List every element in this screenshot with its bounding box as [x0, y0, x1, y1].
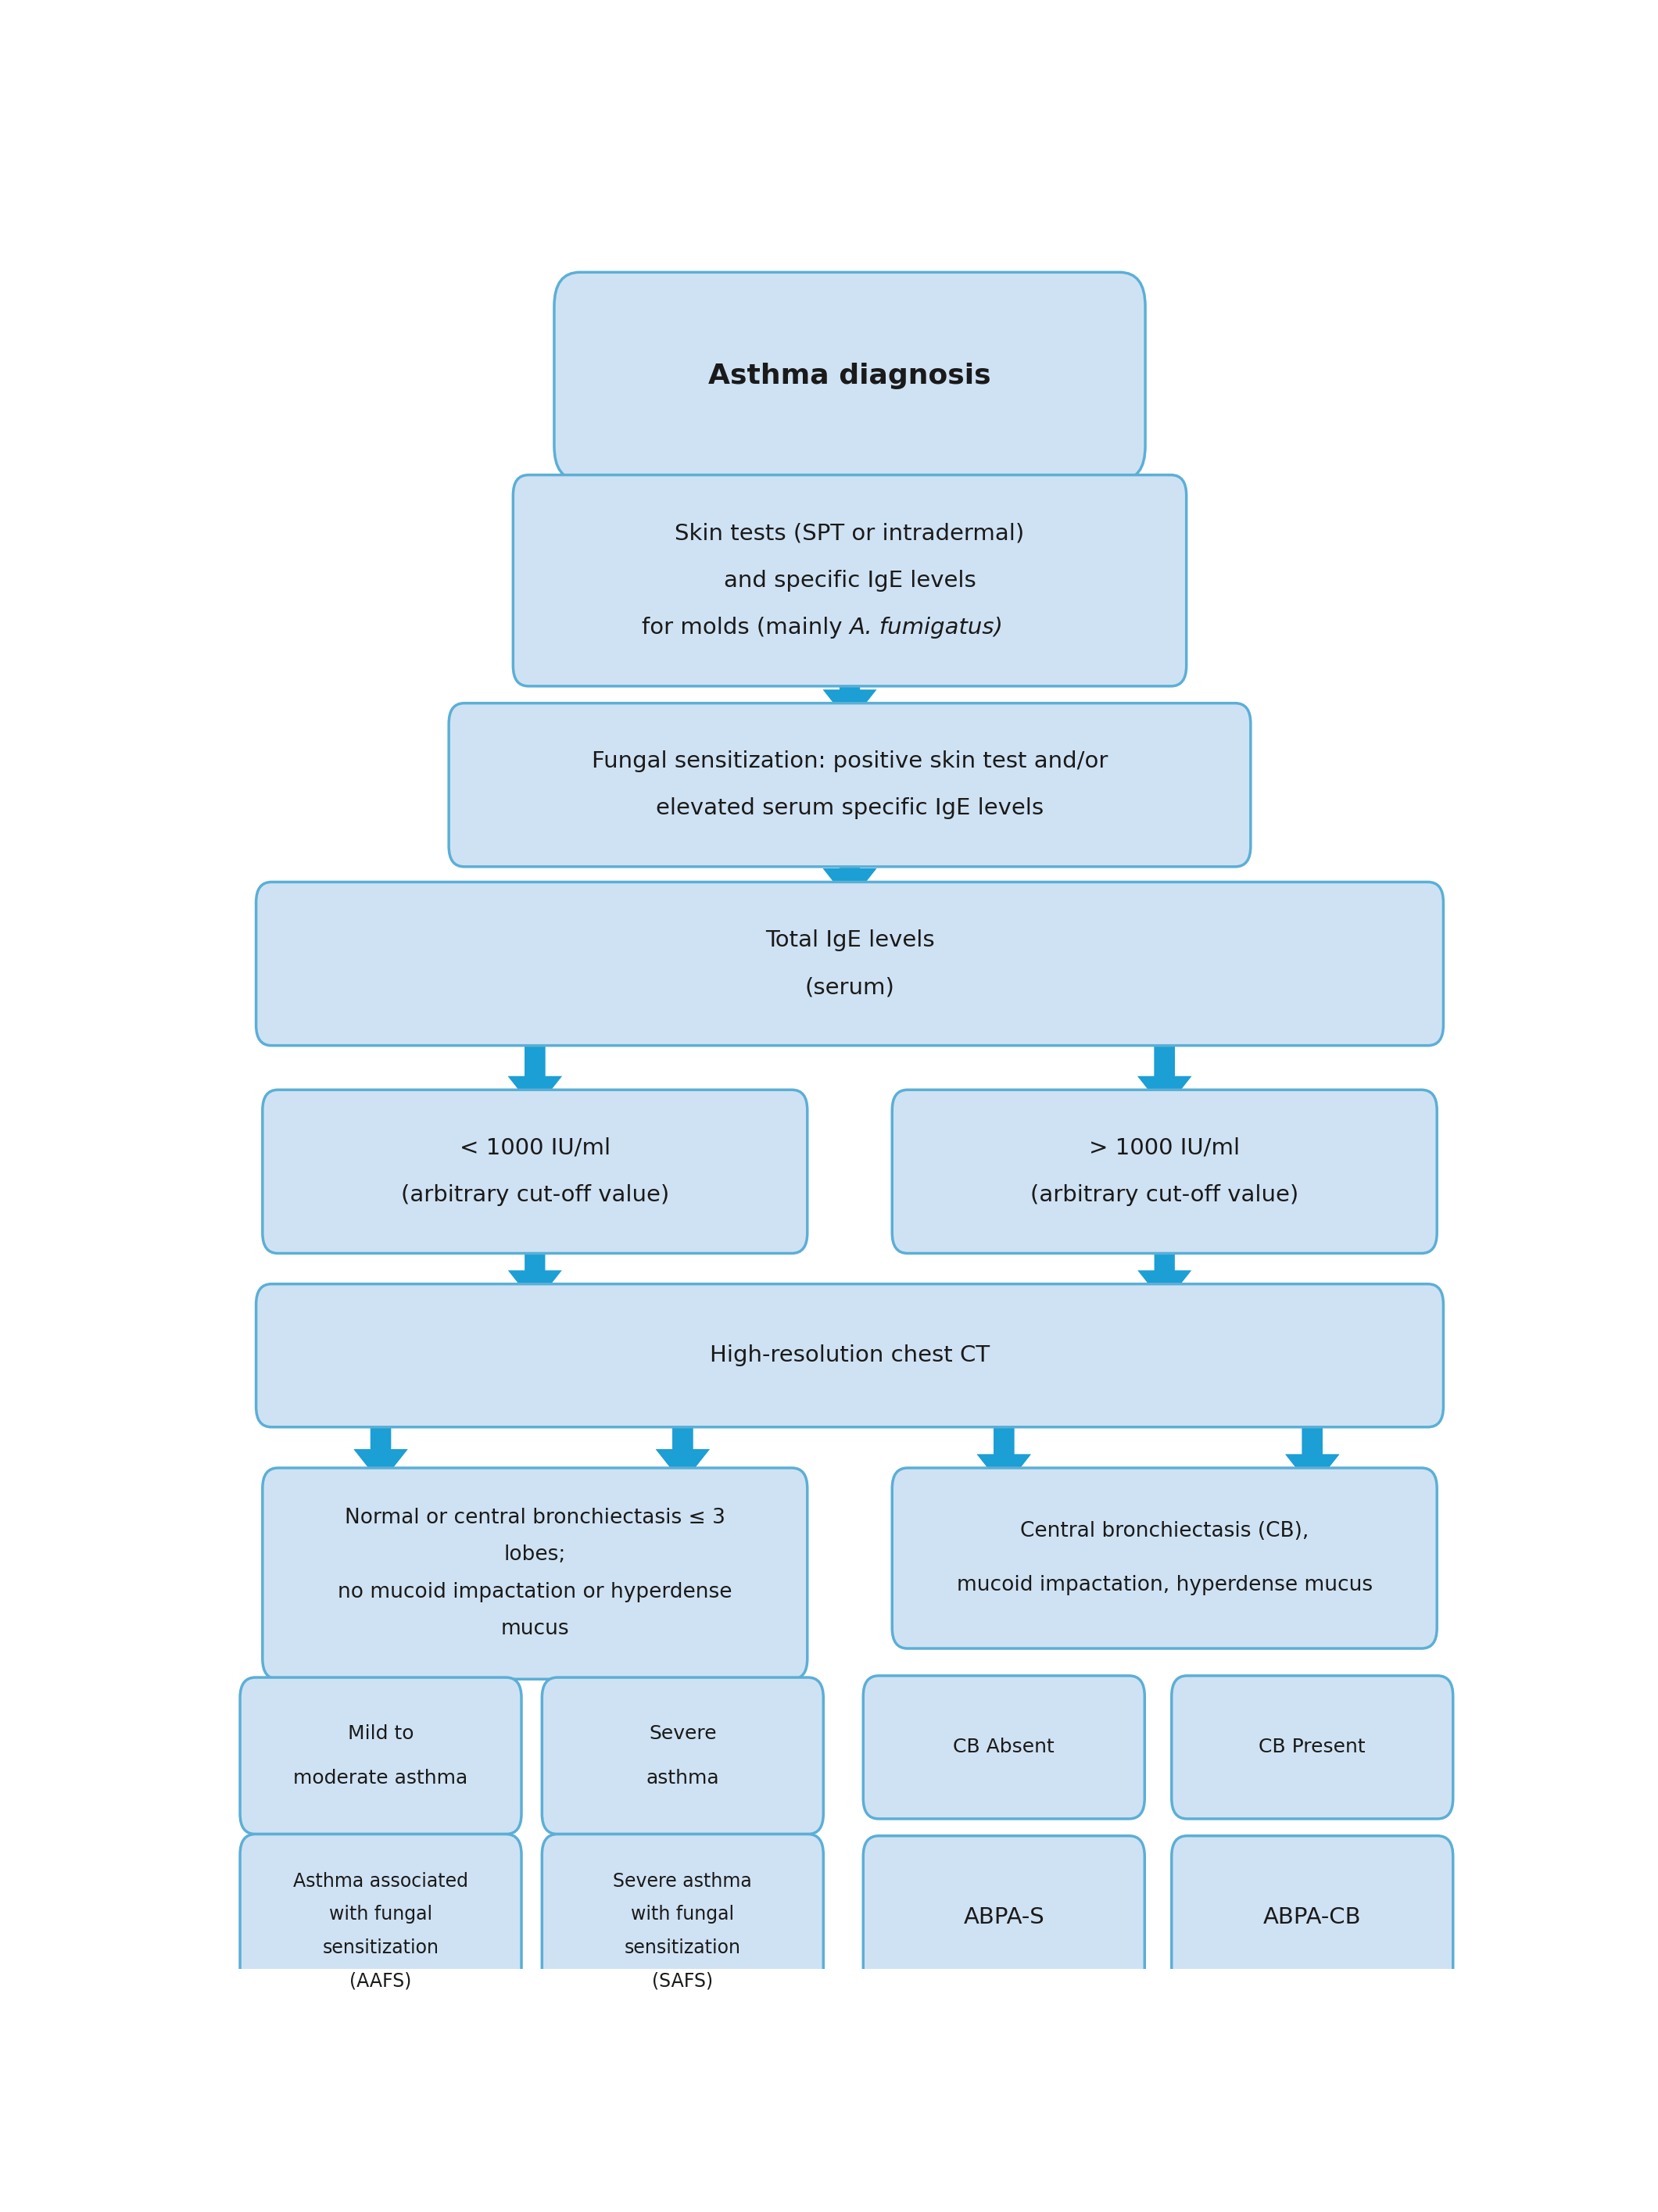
Text: (arbitrary cut-off value): (arbitrary cut-off value)	[1030, 1183, 1298, 1206]
FancyBboxPatch shape	[554, 272, 1146, 480]
Text: lobes;: lobes;	[504, 1544, 565, 1566]
Text: Severe asthma: Severe asthma	[613, 1871, 753, 1891]
FancyArrow shape	[822, 847, 877, 902]
FancyArrow shape	[353, 1699, 408, 1778]
Text: ABPA-S: ABPA-S	[963, 1907, 1045, 1929]
Text: > 1000 IU/ml: > 1000 IU/ml	[1089, 1137, 1240, 1159]
FancyArrow shape	[977, 1697, 1031, 1794]
Text: Severe: Severe	[648, 1723, 716, 1743]
FancyArrow shape	[1285, 1407, 1340, 1489]
FancyBboxPatch shape	[512, 476, 1187, 686]
FancyArrow shape	[655, 1407, 710, 1484]
Text: no mucoid impactation or hyperdense: no mucoid impactation or hyperdense	[338, 1582, 733, 1601]
Text: (arbitrary cut-off value): (arbitrary cut-off value)	[401, 1183, 670, 1206]
Text: with fungal: with fungal	[328, 1905, 433, 1924]
FancyBboxPatch shape	[449, 703, 1250, 867]
Text: (serum): (serum)	[804, 975, 895, 998]
Text: High-resolution chest CT: High-resolution chest CT	[710, 1345, 990, 1367]
Text: A. fumigatus): A. fumigatus)	[851, 617, 1003, 639]
FancyArrow shape	[822, 666, 877, 723]
Text: Total IgE levels: Total IgE levels	[764, 929, 935, 951]
Text: CB Absent: CB Absent	[953, 1739, 1054, 1756]
Text: elevated serum specific IgE levels: elevated serum specific IgE levels	[657, 799, 1043, 818]
FancyBboxPatch shape	[864, 1836, 1144, 2000]
FancyBboxPatch shape	[1172, 1836, 1452, 2000]
Text: Skin tests (SPT or intradermal): Skin tests (SPT or intradermal)	[675, 522, 1025, 544]
Text: Asthma diagnosis: Asthma diagnosis	[708, 363, 991, 389]
FancyBboxPatch shape	[255, 883, 1444, 1046]
FancyArrow shape	[1137, 1024, 1192, 1110]
Text: mucus: mucus	[501, 1619, 569, 1639]
FancyArrow shape	[1285, 1697, 1340, 1794]
FancyBboxPatch shape	[240, 1834, 521, 2028]
Text: for molds (mainly: for molds (mainly	[642, 617, 851, 639]
FancyBboxPatch shape	[240, 1677, 521, 1834]
Bar	[1005, 1394, 1313, 1420]
Text: (SAFS): (SAFS)	[652, 1971, 713, 1991]
FancyArrow shape	[655, 1699, 710, 1778]
FancyBboxPatch shape	[864, 1677, 1144, 1818]
FancyBboxPatch shape	[542, 1834, 824, 2028]
Text: Asthma associated: Asthma associated	[293, 1871, 468, 1891]
FancyArrow shape	[507, 1024, 562, 1110]
FancyBboxPatch shape	[262, 1469, 807, 1679]
Text: Normal or central bronchiectasis ≤ 3: Normal or central bronchiectasis ≤ 3	[345, 1509, 725, 1528]
FancyBboxPatch shape	[892, 1091, 1437, 1254]
FancyArrow shape	[1285, 1407, 1340, 1489]
FancyArrow shape	[1137, 1232, 1192, 1305]
Text: moderate asthma: moderate asthma	[293, 1770, 468, 1787]
FancyArrow shape	[353, 1407, 408, 1484]
FancyArrow shape	[353, 1407, 408, 1484]
FancyArrow shape	[507, 1024, 562, 1110]
FancyArrow shape	[507, 1232, 562, 1305]
Text: mucoid impactation, hyperdense mucus: mucoid impactation, hyperdense mucus	[957, 1575, 1373, 1595]
Text: asthma: asthma	[647, 1770, 720, 1787]
FancyBboxPatch shape	[892, 1469, 1437, 1648]
Bar	[381, 1394, 683, 1420]
Bar	[536, 1011, 1164, 1040]
FancyBboxPatch shape	[255, 1283, 1444, 1427]
Text: sensitization: sensitization	[625, 1938, 741, 1958]
Text: and specific IgE levels: and specific IgE levels	[723, 571, 977, 591]
Text: Fungal sensitization: positive skin test and/or: Fungal sensitization: positive skin test…	[592, 750, 1108, 772]
FancyBboxPatch shape	[1172, 1677, 1452, 1818]
FancyArrow shape	[655, 1407, 710, 1484]
Text: (AAFS): (AAFS)	[350, 1971, 411, 1991]
Text: Central bronchiectasis (CB),: Central bronchiectasis (CB),	[1020, 1522, 1308, 1542]
FancyArrow shape	[1137, 1024, 1192, 1110]
FancyArrow shape	[822, 447, 877, 495]
FancyBboxPatch shape	[542, 1677, 824, 1834]
Text: with fungal: with fungal	[632, 1905, 734, 1924]
FancyArrow shape	[977, 1407, 1031, 1489]
Text: Mild to: Mild to	[348, 1723, 414, 1743]
FancyArrow shape	[977, 1407, 1031, 1489]
FancyBboxPatch shape	[262, 1091, 807, 1254]
Text: CB Present: CB Present	[1258, 1739, 1366, 1756]
Text: ABPA-CB: ABPA-CB	[1263, 1907, 1361, 1929]
Text: < 1000 IU/ml: < 1000 IU/ml	[459, 1137, 610, 1159]
Text: sensitization: sensitization	[323, 1938, 439, 1958]
